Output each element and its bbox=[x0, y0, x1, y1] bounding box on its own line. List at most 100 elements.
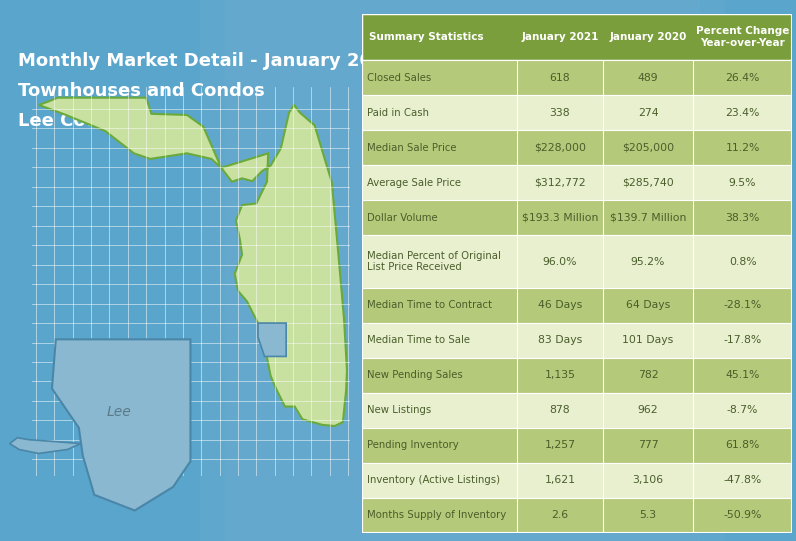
Text: January 2021: January 2021 bbox=[521, 32, 599, 42]
Text: 777: 777 bbox=[638, 440, 658, 450]
Text: $228,000: $228,000 bbox=[534, 143, 586, 153]
Circle shape bbox=[650, 29, 668, 44]
Bar bbox=[362, 95, 792, 130]
Polygon shape bbox=[605, 15, 713, 51]
Text: Median Time to Contract: Median Time to Contract bbox=[367, 300, 493, 311]
Text: Townhouses and Condos: Townhouses and Condos bbox=[18, 82, 265, 100]
Bar bbox=[362, 288, 792, 323]
Text: New Pending Sales: New Pending Sales bbox=[367, 371, 463, 380]
Bar bbox=[362, 166, 792, 200]
Text: Realtors: Realtors bbox=[703, 92, 788, 110]
Polygon shape bbox=[258, 323, 286, 357]
Bar bbox=[200, 0, 250, 541]
Text: 338: 338 bbox=[549, 108, 570, 118]
Bar bbox=[525, 0, 575, 541]
Text: $312,772: $312,772 bbox=[534, 178, 586, 188]
Bar bbox=[616, 48, 702, 88]
Text: 23.4%: 23.4% bbox=[725, 108, 759, 118]
Text: Average Sale Price: Average Sale Price bbox=[367, 178, 462, 188]
Text: 1,257: 1,257 bbox=[544, 440, 576, 450]
Bar bbox=[362, 463, 792, 498]
Bar bbox=[475, 0, 525, 541]
Bar bbox=[362, 14, 792, 60]
Text: Lee: Lee bbox=[107, 405, 131, 419]
Text: -28.1%: -28.1% bbox=[724, 300, 762, 311]
Bar bbox=[362, 428, 792, 463]
Text: 782: 782 bbox=[638, 371, 658, 380]
Text: Months Supply of Inventory: Months Supply of Inventory bbox=[367, 510, 506, 520]
Text: Lee County: Lee County bbox=[18, 112, 131, 130]
Text: 95.2%: 95.2% bbox=[631, 256, 665, 267]
Polygon shape bbox=[10, 438, 80, 453]
Text: 878: 878 bbox=[549, 405, 570, 415]
Bar bbox=[375, 0, 425, 541]
Text: Pending Inventory: Pending Inventory bbox=[367, 440, 459, 450]
Text: 1,621: 1,621 bbox=[544, 476, 576, 485]
Text: Percent Change
Year-over-Year: Percent Change Year-over-Year bbox=[696, 26, 790, 48]
Text: -47.8%: -47.8% bbox=[724, 476, 762, 485]
Text: 96.0%: 96.0% bbox=[543, 256, 577, 267]
Text: Closed Sales: Closed Sales bbox=[367, 73, 431, 83]
Bar bbox=[675, 0, 725, 541]
Text: 45.1%: 45.1% bbox=[725, 371, 759, 380]
Text: Median Sale Price: Median Sale Price bbox=[367, 143, 457, 153]
Bar bbox=[650, 0, 700, 541]
Text: 46 Days: 46 Days bbox=[538, 300, 582, 311]
Bar bbox=[362, 358, 792, 393]
Text: ®: ® bbox=[759, 91, 768, 102]
FancyArrow shape bbox=[654, 42, 665, 75]
Text: 2.6: 2.6 bbox=[552, 510, 568, 520]
Bar bbox=[350, 0, 400, 541]
Text: 1,135: 1,135 bbox=[544, 371, 576, 380]
Text: 83 Days: 83 Days bbox=[538, 335, 582, 345]
Bar bbox=[275, 0, 325, 541]
Text: 618: 618 bbox=[549, 73, 570, 83]
Text: Median Percent of Original
List Price Received: Median Percent of Original List Price Re… bbox=[367, 251, 501, 272]
Text: $193.3 Million: $193.3 Million bbox=[521, 213, 598, 223]
Bar bbox=[362, 498, 792, 533]
Text: 26.4%: 26.4% bbox=[725, 73, 759, 83]
Text: -17.8%: -17.8% bbox=[724, 335, 762, 345]
Text: 38.3%: 38.3% bbox=[725, 213, 759, 223]
Bar bbox=[550, 0, 600, 541]
Text: Monthly Market Detail - January 2021: Monthly Market Detail - January 2021 bbox=[18, 52, 397, 70]
Text: 64 Days: 64 Days bbox=[626, 300, 670, 311]
Text: 11.2%: 11.2% bbox=[725, 143, 759, 153]
Bar bbox=[600, 0, 650, 541]
Text: 489: 489 bbox=[638, 73, 658, 83]
Bar bbox=[362, 393, 792, 428]
Text: $205,000: $205,000 bbox=[622, 143, 674, 153]
Text: The Voice for Real Estate® in Florida: The Voice for Real Estate® in Florida bbox=[576, 117, 743, 126]
Text: 962: 962 bbox=[638, 405, 658, 415]
Circle shape bbox=[626, 36, 641, 49]
Text: New Listings: New Listings bbox=[367, 405, 431, 415]
Bar bbox=[225, 0, 275, 541]
Bar bbox=[362, 235, 792, 288]
Text: Inventory (Active Listings): Inventory (Active Listings) bbox=[367, 476, 501, 485]
Text: $285,740: $285,740 bbox=[622, 178, 674, 188]
Circle shape bbox=[677, 36, 693, 49]
Bar bbox=[250, 0, 300, 541]
Text: $139.7 Million: $139.7 Million bbox=[610, 213, 686, 223]
Bar bbox=[450, 0, 500, 541]
FancyArrow shape bbox=[681, 48, 689, 70]
Text: 3,106: 3,106 bbox=[633, 476, 664, 485]
Text: 61.8%: 61.8% bbox=[725, 440, 759, 450]
Text: -8.7%: -8.7% bbox=[727, 405, 759, 415]
Polygon shape bbox=[39, 98, 347, 426]
Text: 9.5%: 9.5% bbox=[729, 178, 756, 188]
Text: -50.9%: -50.9% bbox=[724, 510, 762, 520]
Text: Summary Statistics: Summary Statistics bbox=[369, 32, 483, 42]
Text: January 2020: January 2020 bbox=[609, 32, 687, 42]
Text: 274: 274 bbox=[638, 108, 658, 118]
Bar bbox=[362, 323, 792, 358]
Text: 0.8%: 0.8% bbox=[729, 256, 756, 267]
Bar bbox=[325, 0, 375, 541]
Bar bbox=[400, 0, 450, 541]
Bar bbox=[625, 0, 675, 541]
Bar bbox=[425, 0, 475, 541]
Bar bbox=[500, 0, 550, 541]
Text: Florida: Florida bbox=[624, 92, 694, 110]
Text: Median Time to Sale: Median Time to Sale bbox=[367, 335, 470, 345]
Text: Paid in Cash: Paid in Cash bbox=[367, 108, 429, 118]
